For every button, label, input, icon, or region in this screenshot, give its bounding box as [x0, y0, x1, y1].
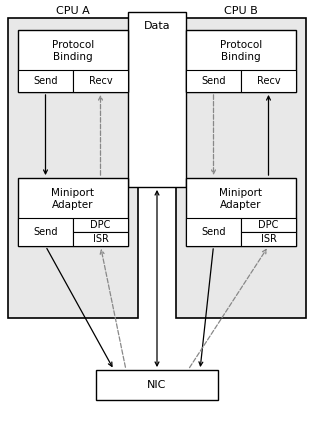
Text: CPU A: CPU A — [56, 6, 90, 16]
Bar — [241, 70, 296, 92]
Text: Protocol
Binding: Protocol Binding — [220, 40, 262, 62]
Text: DPC: DPC — [258, 220, 279, 230]
Text: Recv: Recv — [257, 76, 280, 86]
Bar — [186, 178, 296, 246]
Text: CPU B: CPU B — [224, 6, 258, 16]
Bar — [128, 12, 186, 187]
Bar — [241, 232, 296, 246]
Bar — [186, 70, 241, 92]
Text: ISR: ISR — [261, 234, 276, 244]
Text: Data: Data — [144, 21, 170, 31]
Text: DPC: DPC — [90, 220, 111, 230]
Text: Send: Send — [33, 76, 58, 86]
Text: Send: Send — [201, 76, 226, 86]
Text: NIC: NIC — [147, 380, 167, 390]
Bar — [73, 218, 128, 232]
Bar — [186, 30, 296, 92]
Bar — [176, 18, 306, 318]
Text: Send: Send — [201, 227, 226, 237]
Bar — [241, 218, 296, 232]
Bar — [18, 218, 73, 246]
Bar — [186, 218, 241, 246]
Bar — [8, 18, 138, 318]
Bar — [18, 178, 128, 246]
Bar — [18, 70, 73, 92]
Bar — [73, 70, 128, 92]
Text: ISR: ISR — [93, 234, 108, 244]
Text: Protocol
Binding: Protocol Binding — [52, 40, 94, 62]
Bar — [73, 232, 128, 246]
Text: Recv: Recv — [89, 76, 112, 86]
Text: Miniport
Adapter: Miniport Adapter — [51, 188, 95, 210]
Text: Miniport
Adapter: Miniport Adapter — [219, 188, 263, 210]
Bar — [96, 370, 218, 400]
Bar — [18, 30, 128, 92]
Text: Send: Send — [33, 227, 58, 237]
